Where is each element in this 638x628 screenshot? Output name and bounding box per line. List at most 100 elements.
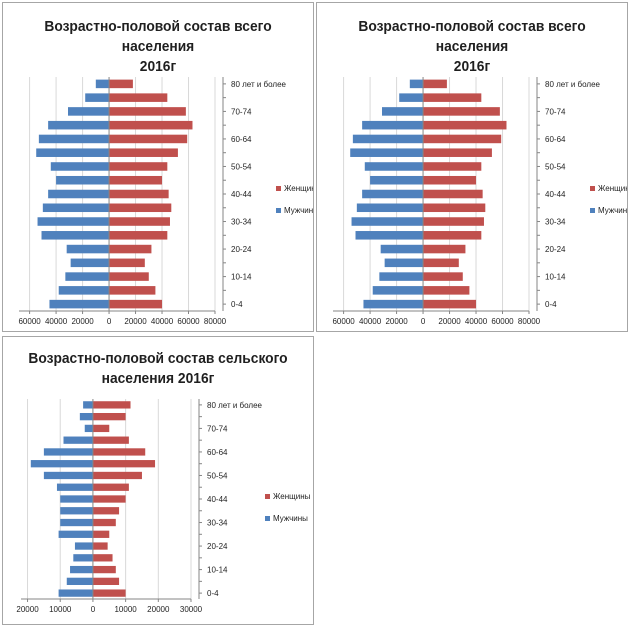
bar-men (60, 495, 93, 503)
bar-men (70, 258, 110, 268)
bar-men (356, 203, 424, 213)
x-tick-label: 60000 (18, 317, 41, 326)
x-tick-label: 60000 (332, 317, 355, 326)
bar-men (68, 107, 110, 116)
bar-men (362, 120, 424, 130)
bar-women (109, 299, 163, 309)
bar-men (38, 134, 110, 144)
chart-panel-total-1: Возрастно-половой состав всего населения… (2, 2, 314, 332)
bar-women (423, 175, 477, 185)
age-label: 70-74 (545, 107, 566, 116)
chart-title-line-1: Возрастно-половой состав всего населения (44, 18, 272, 55)
bar-women (423, 272, 463, 281)
bar-women (109, 93, 168, 102)
pyramid-chart-total-1: 60000 40000 20000 0 20000 40000 60000 800000-41… (18, 77, 313, 326)
bar-women (92, 507, 120, 515)
bar-women (109, 79, 133, 89)
bar-women (109, 286, 156, 295)
bar-men (372, 286, 424, 295)
bar-men (66, 244, 110, 254)
age-label: 40-44 (545, 190, 566, 199)
bar-men (37, 217, 110, 226)
bar-men (48, 189, 110, 199)
x-tick-label: 40000 (151, 317, 174, 326)
bar-women (109, 189, 169, 199)
bar-women (92, 530, 110, 538)
bar-men (36, 148, 110, 157)
bar-men (56, 175, 110, 185)
bar-women (109, 203, 172, 213)
chart-panel-rural: Возрастно-половой состав сельского насел… (2, 336, 314, 625)
bar-women (109, 175, 163, 185)
bar-men (58, 286, 110, 295)
age-label: 50-54 (207, 471, 228, 480)
age-label: 60-64 (207, 448, 228, 457)
x-tick-label: 10000 (114, 605, 137, 614)
bar-women (109, 120, 193, 130)
bar-women (423, 231, 482, 240)
x-tick-label: 30000 (180, 605, 203, 614)
age-label: 40-44 (231, 190, 252, 199)
bar-men (84, 424, 93, 433)
bar-men (83, 401, 93, 409)
bar-men (56, 483, 93, 491)
bar-women (92, 424, 110, 433)
chart-title-line-1: Возрастно-половой состав сельского (28, 350, 288, 367)
bar-men (42, 203, 110, 213)
x-tick-label: 80000 (204, 317, 227, 326)
bar-women (423, 134, 502, 144)
x-tick-label: 20000 (438, 317, 461, 326)
bar-women (423, 79, 447, 89)
age-label: 10-14 (207, 566, 228, 575)
bar-men (30, 460, 93, 468)
bar-women (92, 577, 120, 585)
bar-men (351, 217, 424, 226)
bar-men (58, 530, 93, 538)
bar-women (423, 120, 507, 130)
bar-men (370, 175, 424, 185)
age-label: 30-34 (545, 218, 566, 227)
bar-men (66, 577, 93, 585)
bar-women (423, 107, 500, 116)
legend-swatch (590, 186, 595, 191)
bar-women (109, 162, 168, 171)
bar-men (363, 299, 424, 309)
bar-men (380, 244, 424, 254)
bar-men (382, 107, 424, 116)
legend-swatch (276, 186, 281, 191)
bar-women (109, 258, 145, 268)
chart-title: Возрастно-половой состав всего населения… (15, 17, 300, 77)
x-tick-label: 60000 (177, 317, 200, 326)
legend-swatch (265, 516, 270, 521)
age-label: 50-54 (545, 162, 566, 171)
bar-men (350, 148, 424, 157)
age-label: 20-24 (231, 245, 252, 254)
bar-men (70, 565, 93, 574)
legend-label: Мужчины (598, 206, 628, 215)
bar-men (60, 507, 93, 515)
bar-women (92, 495, 126, 503)
x-tick-label: 20000 (147, 605, 170, 614)
bar-women (109, 217, 170, 226)
bar-men (58, 589, 93, 597)
bar-men (50, 162, 110, 171)
chart-title: Возрастно-половой состав сельского насел… (15, 349, 300, 389)
bar-women (92, 401, 131, 409)
chart-title-line-1: Возрастно-половой состав всего населения (358, 18, 586, 55)
age-label: 60-64 (545, 135, 566, 144)
bar-men (43, 448, 93, 456)
age-label: 20-24 (545, 245, 566, 254)
bar-women (109, 272, 149, 281)
bar-women (109, 231, 168, 240)
x-tick-label: 40000 (45, 317, 68, 326)
bar-women (92, 436, 129, 444)
x-tick-label: 0 (421, 317, 426, 326)
bar-men (43, 471, 93, 480)
legend-swatch (590, 208, 595, 213)
x-tick-label: 20000 (71, 317, 94, 326)
x-tick-label: 20000 (124, 317, 147, 326)
bar-men (79, 413, 93, 421)
x-tick-label: 80000 (518, 317, 541, 326)
bar-men (49, 299, 110, 309)
chart-title-line-2: 2016г (453, 58, 491, 75)
